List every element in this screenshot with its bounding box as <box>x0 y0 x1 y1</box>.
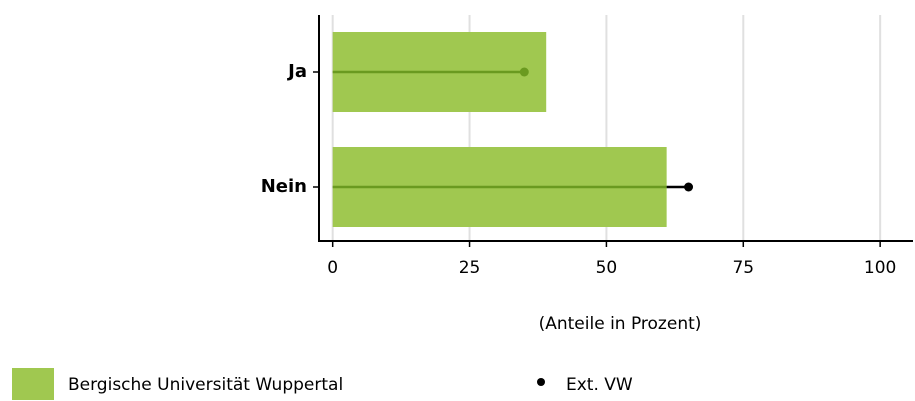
dot <box>684 182 694 192</box>
x-tick-label: 100 <box>864 258 896 278</box>
y-tick-label: Nein <box>261 176 307 197</box>
x-tick-label: 75 <box>732 258 754 278</box>
legend-label: Bergische Universität Wuppertal <box>68 375 343 395</box>
x-tick-label: 25 <box>459 258 481 278</box>
x-tick-label: 0 <box>327 258 338 278</box>
y-tick-label: Ja <box>286 61 307 82</box>
x-tick-label: 50 <box>596 258 618 278</box>
dot <box>519 67 529 77</box>
legend-dot <box>537 378 545 386</box>
legend-label: Ext. VW <box>566 375 633 395</box>
legend-swatch <box>12 368 54 400</box>
x-axis-title: (Anteile in Prozent) <box>539 314 702 334</box>
